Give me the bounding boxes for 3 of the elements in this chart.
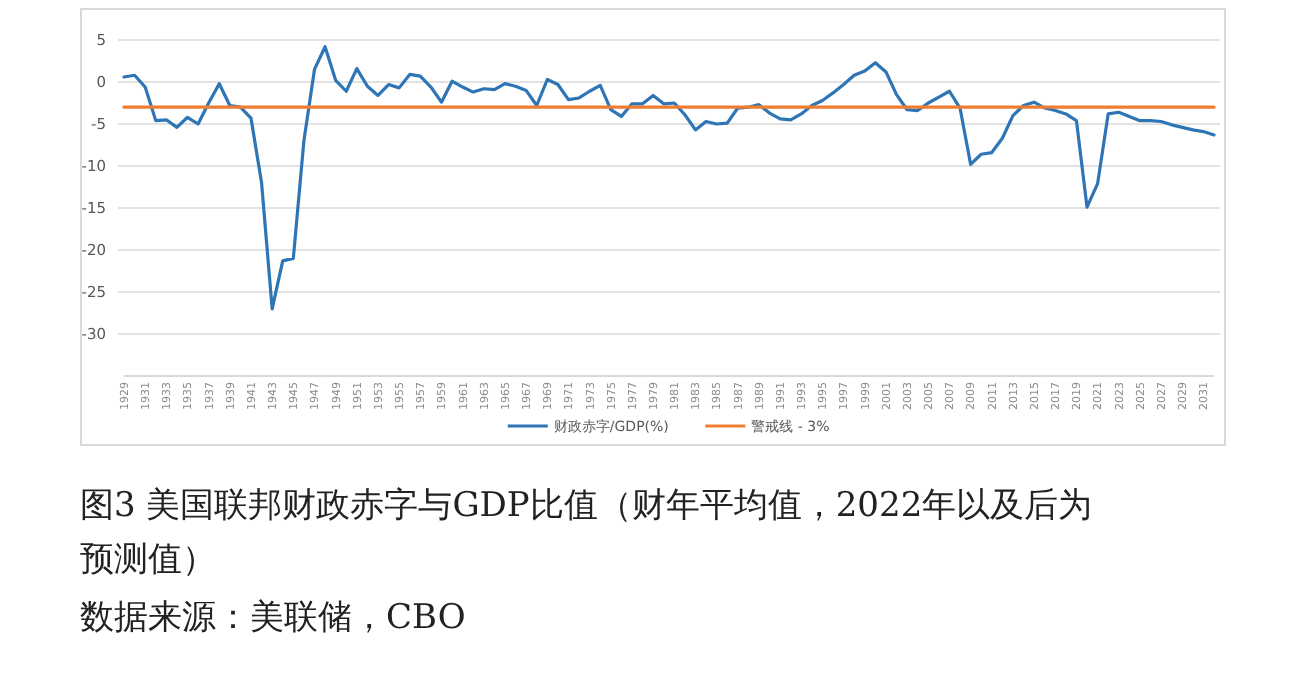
source-note: 数据来源：美联储，CBO (80, 598, 466, 638)
line-series (122, 45, 1216, 311)
text: 图3 美国联邦财政赤字与GDP比值（财年平均值，2022年以及后为预测值） (80, 486, 1093, 580)
